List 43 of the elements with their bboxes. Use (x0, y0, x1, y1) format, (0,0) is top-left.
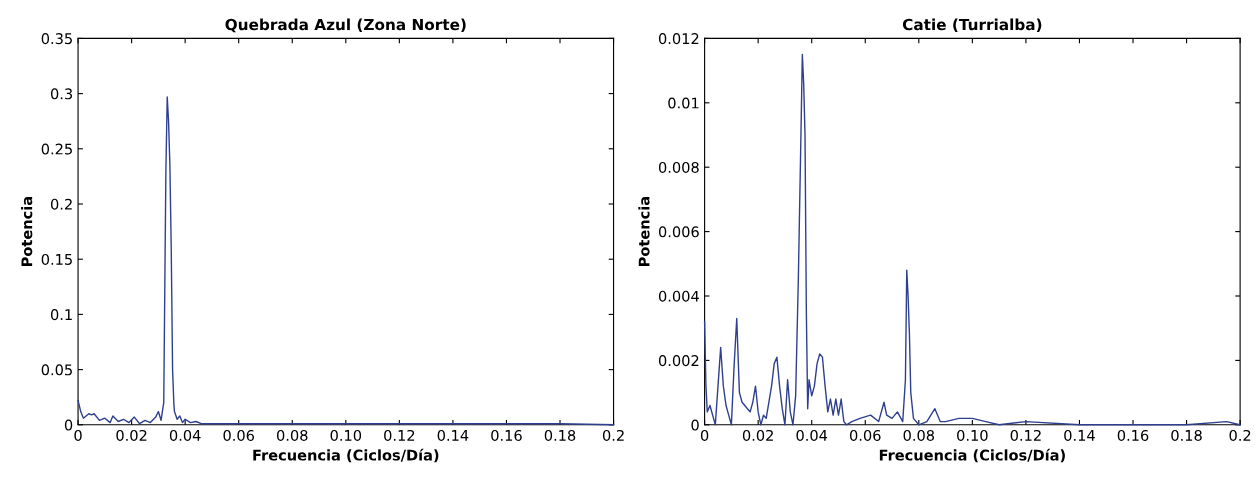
x-tick-label: 0.14 (1064, 429, 1095, 441)
x-tick-label: 0.16 (1117, 429, 1149, 441)
y-tick-label: 0 (691, 419, 699, 431)
x-tick-label: 0.04 (796, 429, 828, 441)
chart-title: Quebrada Azul (Zona Norte) (225, 18, 466, 33)
y-tick-label: 0.006 (658, 226, 699, 238)
y-tick-label: 0.05 (41, 364, 72, 376)
x-tick-label: 0.02 (742, 429, 773, 441)
x-tick-label: 0.14 (437, 429, 469, 441)
y-tick-label: 0.01 (668, 97, 699, 109)
x-tick-label: 0.12 (384, 429, 415, 441)
x-tick-label: 0.10 (330, 429, 362, 441)
y-tick-label: 0.1 (50, 309, 72, 321)
y-tick-label: 0.3 (50, 88, 73, 100)
y-tick-label: 0.012 (658, 33, 699, 45)
y-tick-label: 0.15 (41, 253, 72, 265)
x-tick-label: 0.02 (116, 429, 147, 441)
x-tick-label: 0.06 (223, 429, 255, 441)
x-tick-label: 0.10 (957, 429, 988, 441)
x-tick-label: 0 (700, 429, 709, 441)
x-axis-title: Frecuencia (Ciclos/Día) (253, 448, 439, 463)
y-tick-label: 0.2 (50, 198, 72, 210)
x-tick-label: 0.08 (903, 429, 935, 441)
x-tick-label: 0.12 (1010, 429, 1041, 441)
x-tick-label: 0.06 (849, 429, 881, 441)
y-tick-label: 0.35 (41, 33, 72, 45)
x-tick-label: 0.18 (1171, 429, 1202, 441)
x-axis-title: Frecuencia (Ciclos/Día) (879, 448, 1065, 463)
x-tick-label: 0.2 (1229, 429, 1251, 441)
x-tick-label: 0 (74, 429, 82, 441)
y-tick-label: 0.004 (658, 290, 699, 302)
y-tick-label: 0.008 (658, 161, 699, 173)
y-tick-label: 0 (64, 419, 73, 431)
x-tick-label: 0.04 (169, 429, 201, 441)
x-tick-label: 0.08 (276, 429, 308, 441)
x-tick-label: 0.16 (491, 429, 522, 441)
y-tick-label: 0.002 (658, 355, 699, 367)
y-tick-label: 0.25 (41, 143, 72, 155)
x-tick-label: 0.2 (602, 429, 624, 441)
chart-title: Catie (Turrialba) (902, 18, 1042, 33)
y-axis-title: Potencia (21, 197, 33, 266)
y-axis-title: Potencia (638, 197, 650, 266)
x-tick-label: 0.18 (544, 429, 576, 441)
